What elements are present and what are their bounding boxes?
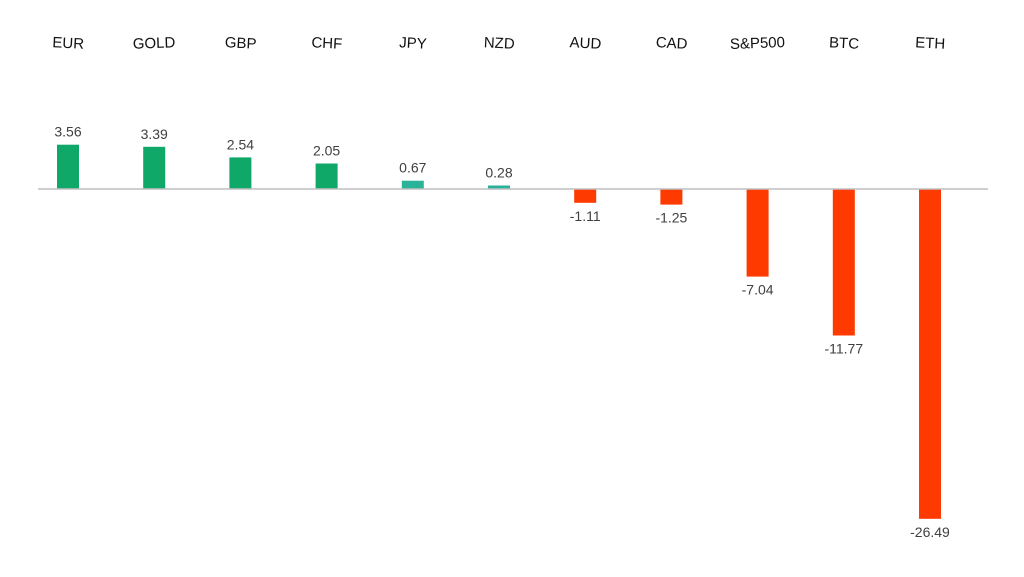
category-label-gbp: GBP bbox=[224, 34, 257, 53]
bar-chf bbox=[315, 163, 338, 189]
value-label-cad: -1.25 bbox=[655, 210, 687, 226]
value-label-gbp: 2.54 bbox=[227, 136, 254, 152]
value-label-aud: -1.11 bbox=[570, 208, 601, 224]
bar-btc bbox=[832, 189, 855, 336]
value-label-eth: -26.49 bbox=[910, 524, 950, 540]
bar-aud bbox=[574, 189, 597, 203]
bar-eur bbox=[57, 144, 79, 189]
category-label-aud: AUD bbox=[569, 34, 602, 53]
bar-gold bbox=[143, 146, 166, 189]
category-label-cad: CAD bbox=[655, 34, 688, 53]
category-labels: EUR GOLD GBP CHF JPY NZD AUD CAD S&P500 BTC ETH bbox=[52, 34, 946, 53]
bar-eth bbox=[919, 189, 941, 519]
value-label-jpy: 0.67 bbox=[399, 160, 426, 176]
category-label-gold: GOLD bbox=[133, 34, 176, 52]
category-label-chf: CHF bbox=[311, 34, 343, 53]
bars bbox=[57, 144, 941, 519]
category-label-jpy: JPY bbox=[399, 34, 427, 52]
bar-gbp bbox=[229, 157, 252, 189]
value-label-chf: 2.05 bbox=[313, 143, 340, 159]
value-label-sp500: -7.04 bbox=[742, 282, 774, 298]
category-label-nzd: NZD bbox=[483, 34, 515, 53]
bar-jpy bbox=[401, 180, 424, 189]
value-labels: 3.56 3.39 2.54 2.05 0.67 0.28 -1.11 -1.25 -7.04 -… bbox=[54, 124, 950, 540]
value-label-gold: 3.39 bbox=[141, 126, 168, 142]
category-label-eth: ETH bbox=[915, 34, 946, 53]
category-label-eur: EUR bbox=[52, 34, 85, 53]
bar-cad bbox=[660, 189, 683, 205]
category-label-sp500: S&P500 bbox=[730, 34, 786, 53]
value-label-nzd: 0.28 bbox=[485, 165, 512, 181]
bar-nzd bbox=[488, 185, 510, 189]
category-label-btc: BTC bbox=[829, 34, 860, 53]
value-label-btc: -11.77 bbox=[824, 341, 863, 357]
value-label-eur: 3.56 bbox=[54, 124, 81, 140]
bar-sp500 bbox=[746, 189, 769, 277]
